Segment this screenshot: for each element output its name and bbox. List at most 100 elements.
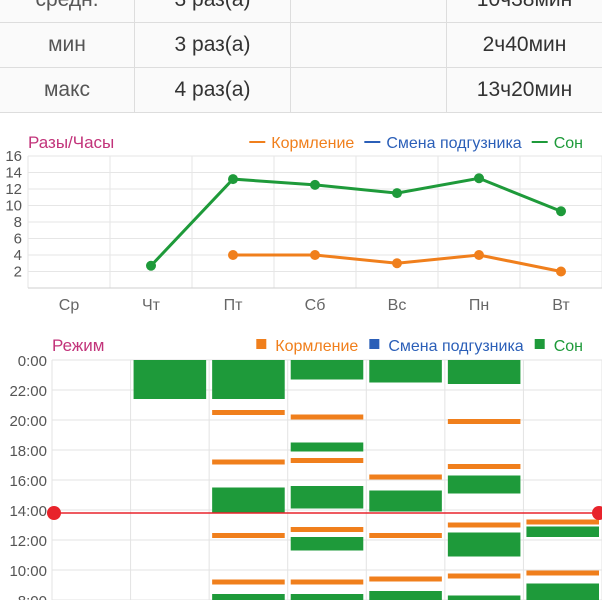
x-tick-label: Чт: [142, 297, 161, 314]
feed-marker: [526, 570, 599, 576]
line-chart-title: Разы/Часы: [28, 133, 114, 152]
legend-swatch: [256, 339, 267, 349]
y-tick-label: 18:00: [9, 443, 47, 460]
sleep-block: [369, 591, 442, 600]
sleep-block: [447, 532, 521, 557]
y-tick-label: 16: [5, 148, 22, 165]
legend-item: Кормление: [271, 135, 354, 152]
sleep-block: [133, 360, 207, 399]
sleep-block: [212, 487, 285, 513]
data-point: [310, 179, 320, 190]
feed-marker: [369, 533, 442, 538]
sleep-block: [290, 442, 364, 452]
stats-label: средн.: [0, 0, 135, 23]
stats-time: 10ч38мин: [446, 0, 602, 23]
now-handle-left[interactable]: [47, 506, 61, 520]
legend-swatch: [534, 339, 545, 349]
stats-count: 3 раз(а): [134, 22, 291, 68]
stats-label: мин: [0, 22, 135, 68]
y-tick-label: 0:00: [18, 353, 47, 370]
sleep-block: [212, 360, 285, 399]
sleep-block: [369, 490, 442, 512]
stats-count: 4 раз(а): [134, 67, 291, 113]
legend-item: Смена подгузника: [386, 135, 521, 152]
x-tick-label: Пт: [224, 297, 244, 314]
y-tick-label: 8:00: [18, 593, 47, 600]
y-tick-label: 22:00: [9, 383, 47, 400]
feed-marker: [369, 474, 442, 480]
sleep-block: [447, 595, 521, 600]
x-tick-label: Вс: [388, 297, 407, 314]
feed-marker: [290, 458, 364, 463]
feed-marker: [290, 579, 364, 585]
x-tick-label: Ср: [59, 297, 80, 314]
y-tick-label: 8: [14, 214, 22, 231]
y-tick-label: 10:00: [9, 563, 47, 580]
stats-count: 3 раз(а): [134, 0, 291, 23]
feed-marker: [212, 533, 285, 538]
feed-marker: [212, 410, 285, 415]
stats-empty: [290, 67, 447, 113]
data-point: [556, 266, 566, 277]
data-point: [228, 250, 238, 260]
y-tick-label: 14: [5, 165, 22, 182]
timeline-chart-title: Режим: [52, 336, 104, 355]
y-tick-label: 16:00: [9, 473, 47, 490]
stats-row: мин 3 раз(а) 2ч40мин: [0, 22, 602, 68]
y-tick-label: 14:00: [9, 503, 47, 520]
stats-empty: [290, 0, 447, 23]
regime-timeline-chart: 0:00 22:00 20:00 18:00 16:00 14:00 12:00 10:00 8…: [9, 336, 602, 600]
legend-item: Сон: [554, 135, 583, 152]
data-point: [146, 260, 156, 271]
sleep-block: [290, 594, 364, 600]
legend-item: Смена подгузника: [388, 338, 523, 355]
stats-empty: [290, 22, 447, 68]
feed-marker: [447, 419, 521, 424]
y-tick-label: 10: [5, 198, 22, 215]
data-point: [474, 173, 484, 184]
sleep-block: [290, 486, 364, 509]
feed-marker: [290, 414, 364, 420]
y-tick-label: 12:00: [9, 533, 47, 550]
stats-time: 2ч40мин: [446, 22, 602, 68]
feed-marker: [212, 459, 285, 465]
sleep-block: [526, 583, 599, 600]
feed-marker: [526, 519, 599, 525]
x-tick-label: Пн: [469, 297, 489, 314]
sleep-block: [212, 594, 285, 600]
legend-item: Кормление: [275, 338, 358, 355]
data-point: [310, 250, 320, 260]
data-point: [556, 206, 566, 217]
stats-row: макс 4 раз(а) 13ч20мин: [0, 67, 602, 113]
y-tick-label: 12: [5, 181, 22, 198]
y-tick-label: 20:00: [9, 413, 47, 430]
feed-marker: [447, 522, 521, 528]
data-point: [474, 250, 484, 260]
y-tick-label: 6: [14, 231, 22, 248]
feed-marker: [447, 573, 521, 579]
feed-marker: [290, 527, 364, 532]
y-tick-label: 2: [14, 264, 22, 281]
sleep-block: [447, 360, 521, 384]
legend-swatch: [369, 339, 380, 349]
feed-marker: [212, 579, 285, 585]
stats-row: средн.3 раз(а) 10ч38мин: [0, 0, 602, 23]
legend-item: Сон: [554, 338, 583, 355]
data-point: [228, 174, 238, 185]
feed-marker: [447, 464, 521, 469]
x-tick-label: Вт: [552, 297, 570, 314]
stats-time: 13ч20мин: [446, 67, 602, 113]
feed-marker: [369, 576, 442, 582]
x-tick-label: Сб: [305, 297, 326, 314]
now-handle-right[interactable]: [592, 506, 602, 520]
data-point: [392, 188, 402, 199]
stats-label: макс: [0, 67, 135, 113]
series-line: [149, 176, 562, 267]
sleep-block: [447, 475, 521, 494]
sleep-block: [369, 360, 442, 383]
sleep-block: [290, 360, 364, 380]
sleep-block: [526, 526, 599, 537]
y-tick-label: 4: [14, 247, 22, 264]
